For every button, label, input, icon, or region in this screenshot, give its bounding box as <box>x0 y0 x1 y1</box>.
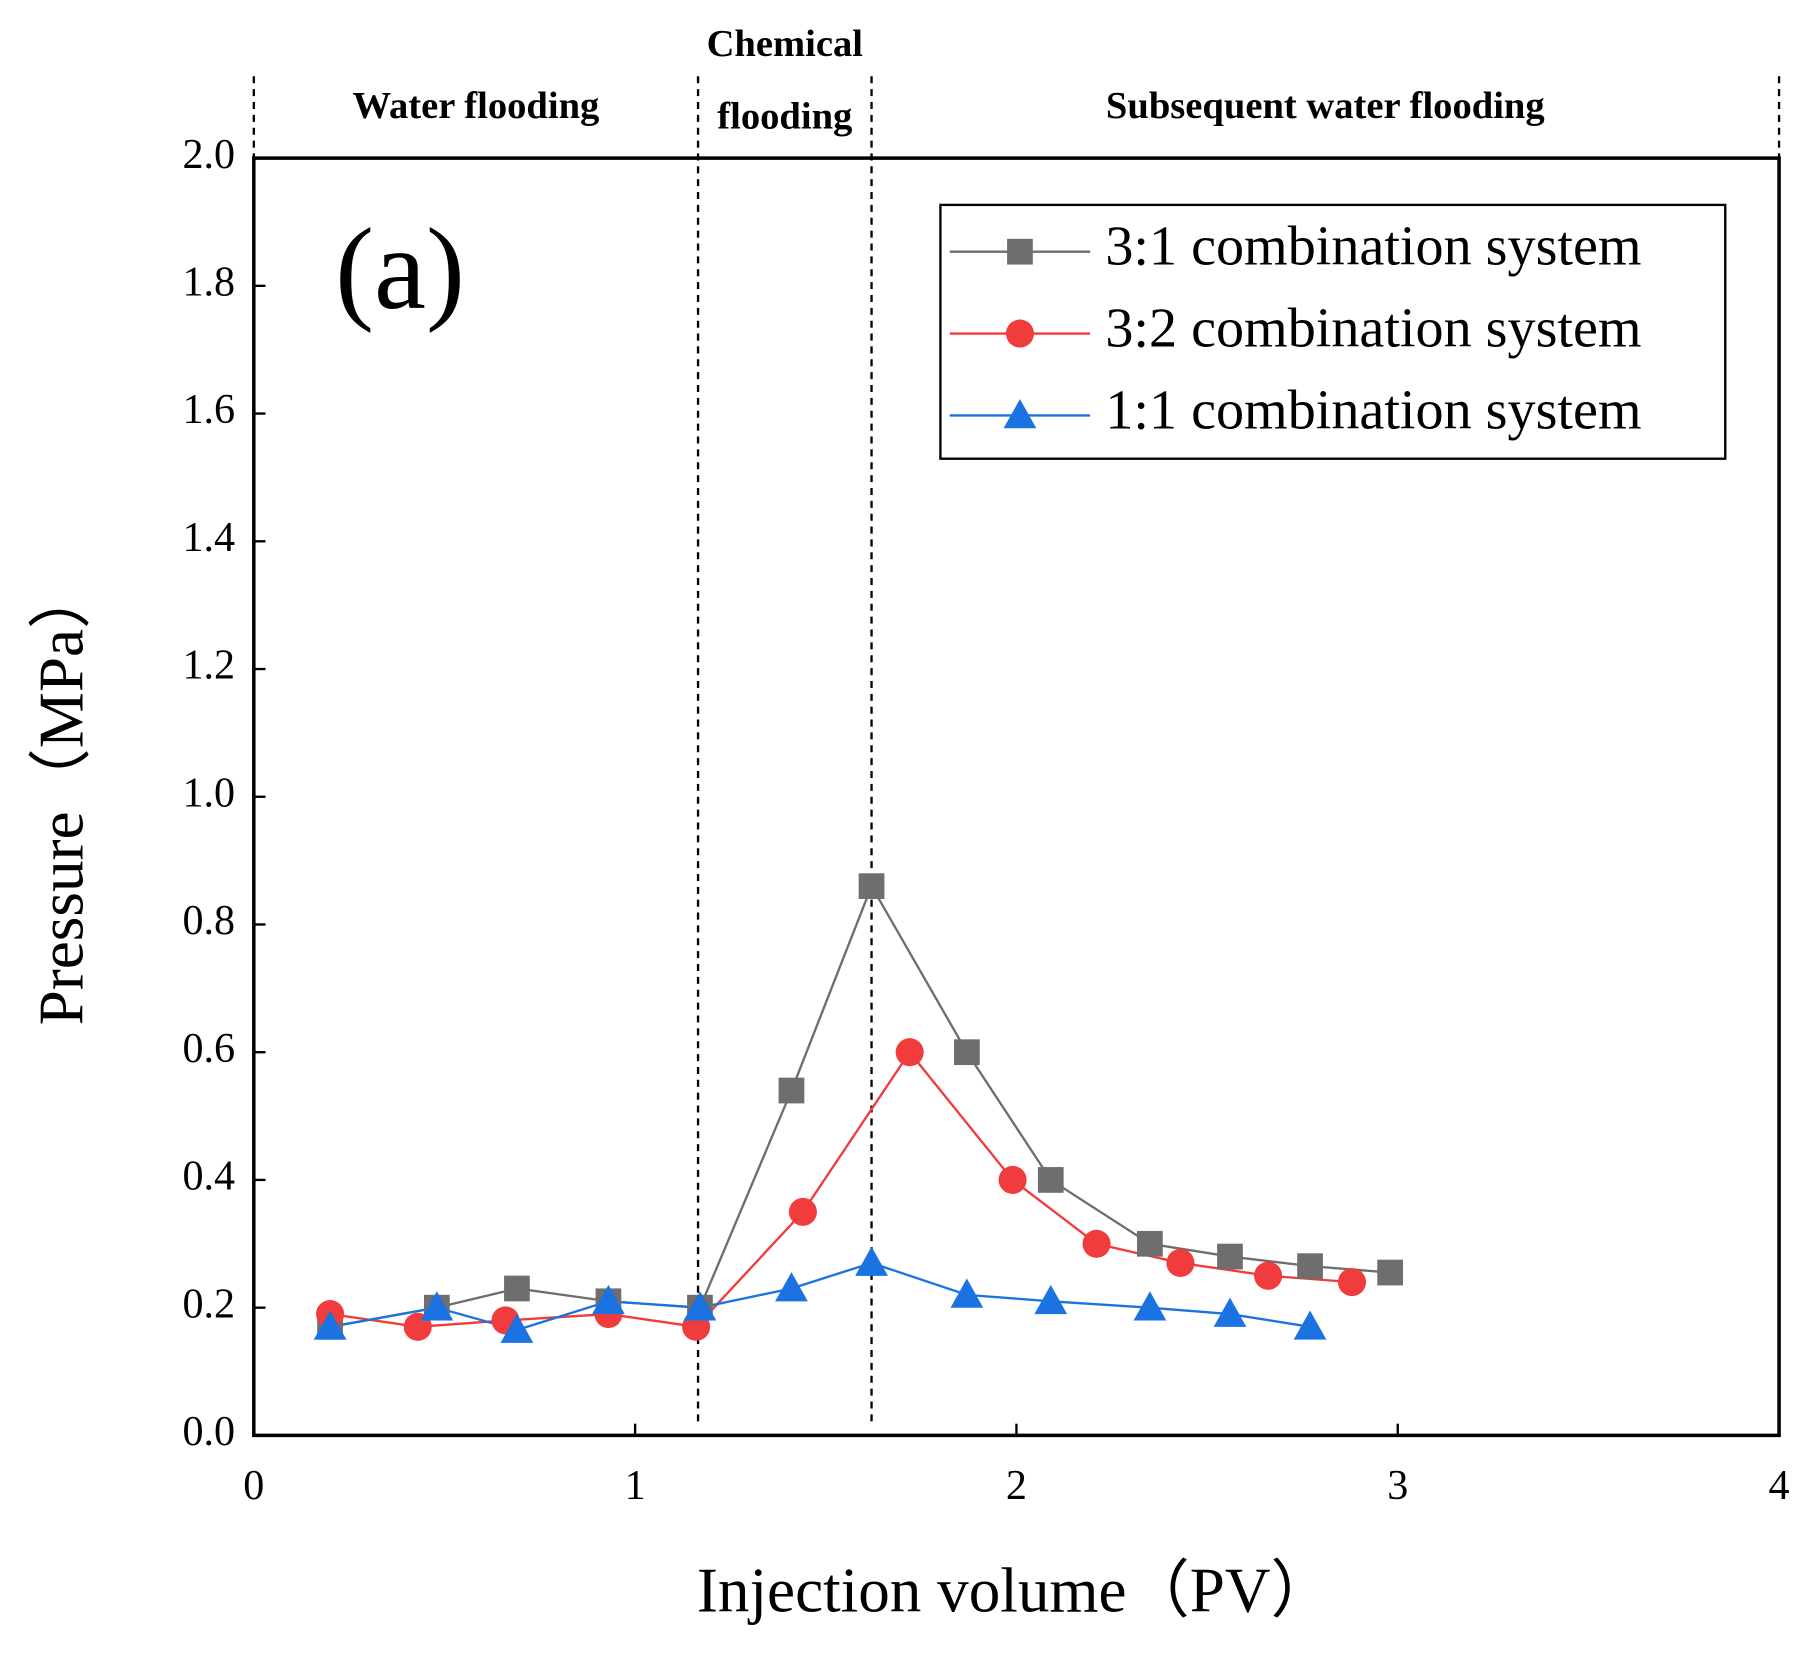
x-tick-label: 4 <box>1769 1462 1790 1509</box>
data-point <box>998 1165 1027 1194</box>
data-point <box>1377 1259 1403 1286</box>
y-tick-label: 0.8 <box>182 897 235 944</box>
y-tick-label: 1.8 <box>182 258 235 305</box>
data-point <box>1082 1229 1111 1258</box>
data-point <box>313 1310 347 1340</box>
x-tick-label: 1 <box>625 1462 646 1509</box>
data-point <box>855 1246 888 1276</box>
legend-marker <box>1003 399 1037 429</box>
data-point <box>1297 1253 1323 1280</box>
y-tick-label: 0.6 <box>182 1025 235 1072</box>
data-point <box>858 873 885 900</box>
y-tick-label: 1.6 <box>182 386 235 433</box>
x-tick-label: 3 <box>1387 1462 1408 1509</box>
legend-marker <box>1005 319 1034 348</box>
data-point <box>683 1291 717 1321</box>
data-point <box>500 1313 534 1343</box>
y-tick-label: 0.2 <box>182 1280 235 1327</box>
data-point <box>1254 1261 1283 1290</box>
data-point <box>895 1038 924 1067</box>
data-point <box>1037 1167 1064 1193</box>
y-tick-label: 1.4 <box>182 514 235 561</box>
y-tick-label: 1.2 <box>182 642 235 689</box>
legend-label: 1:1 combination system <box>1105 379 1641 441</box>
data-point <box>950 1278 984 1308</box>
data-point <box>1217 1243 1243 1270</box>
data-point <box>788 1197 817 1226</box>
data-point <box>1337 1268 1367 1297</box>
data-point <box>778 1077 805 1104</box>
data-point <box>1166 1248 1195 1277</box>
y-tick-label: 2.0 <box>182 131 235 178</box>
data-point <box>1293 1310 1327 1340</box>
legend-label: 3:1 combination system <box>1105 216 1641 278</box>
data-point <box>420 1291 454 1321</box>
legend-label: 3:2 combination system <box>1105 297 1641 359</box>
panel-label: (a) <box>335 205 465 334</box>
data-point <box>592 1284 625 1315</box>
data-point <box>1213 1297 1247 1327</box>
phase-label: Subsequent water flooding <box>1106 85 1545 127</box>
y-axis-label: Pressure（MPa） <box>26 566 96 1026</box>
y-tick-label: 1.0 <box>182 769 235 816</box>
series-line <box>329 1050 1353 1329</box>
x-tick-label: 2 <box>1006 1462 1027 1509</box>
y-tick-label: 0.0 <box>182 1408 235 1455</box>
data-point <box>1034 1284 1068 1315</box>
y-tick-label: 0.4 <box>182 1153 235 1200</box>
phase-label: Chemical <box>707 23 864 65</box>
data-point <box>775 1272 808 1302</box>
data-point <box>954 1039 980 1066</box>
phase-label: flooding <box>717 95 852 137</box>
x-tick-label: 0 <box>243 1462 264 1509</box>
data-point <box>1133 1291 1167 1321</box>
data-point <box>1137 1230 1163 1257</box>
phase-label: Water flooding <box>353 85 600 127</box>
legend-marker <box>1007 238 1033 265</box>
data-point <box>504 1275 530 1302</box>
x-axis-label: Injection volume（PV） <box>697 1555 1334 1625</box>
